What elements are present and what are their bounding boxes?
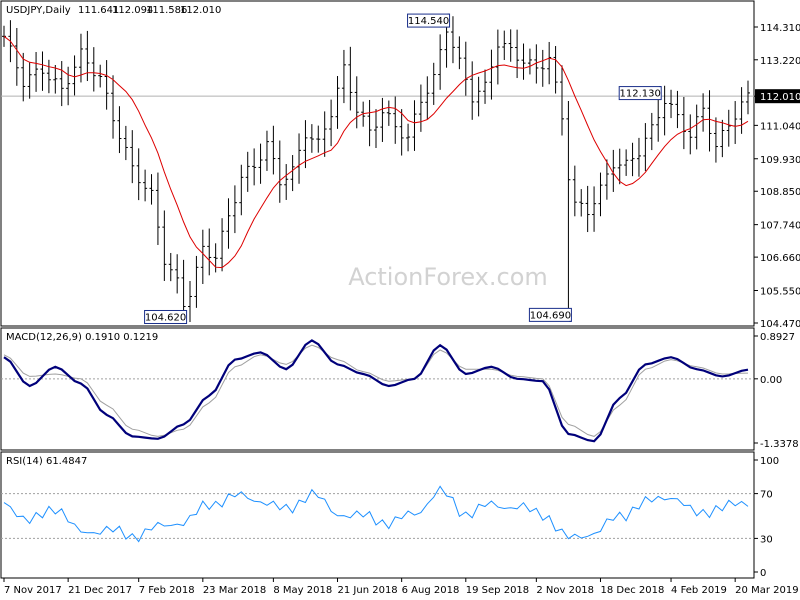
- macd-axis-label: 0.8927: [760, 332, 795, 343]
- chart-title: USDJPY,Daily: [6, 5, 71, 16]
- price-axis-label: 111.040: [760, 121, 800, 132]
- ohlc-low: 111.586: [146, 5, 187, 16]
- ohlc-high: 112.094: [112, 5, 153, 16]
- ohlc-open: 111.641: [78, 5, 119, 16]
- current-price-tag-label: 112.010: [760, 92, 800, 103]
- macd-pane-frame: [0, 327, 755, 451]
- macd-axis-label: -1.3378: [760, 439, 799, 450]
- annotation-box: [528, 307, 572, 322]
- annotation-label: 104.690: [530, 310, 571, 321]
- current-price-tag: [755, 89, 800, 104]
- macd-signal-line: [3, 344, 749, 437]
- macd-pane: MACD(12,26,9) 0.1910 0.1219: [0, 327, 755, 451]
- rsi-y-axis: 100 70 30 0: [754, 456, 779, 579]
- x-axis-label: 7 Nov 2017: [4, 585, 62, 596]
- rsi-title: RSI(14) 61.4847: [6, 456, 87, 467]
- watermark: ActionForex.com: [348, 263, 548, 291]
- price-pane-frame: [0, 0, 755, 327]
- annotation-label: 104.620: [145, 312, 186, 323]
- x-axis-label: 21 Jun 2018: [338, 585, 398, 596]
- annotation-label: 112.130: [620, 89, 661, 100]
- x-axis-label: 2 Nov 2018: [536, 585, 594, 596]
- price-annotations: 114.540 104.620 104.690 112.130: [144, 13, 662, 324]
- x-axis-label: 19 Sep 2018: [466, 585, 529, 596]
- rsi-pane-frame: [0, 451, 755, 579]
- ohlc-close: 112.010: [180, 5, 221, 16]
- rsi-line: [3, 485, 749, 543]
- x-axis-label: 18 Dec 2018: [600, 585, 664, 596]
- price-axis-label: 105.550: [760, 287, 800, 298]
- rsi-axis-label: 30: [760, 534, 773, 545]
- x-axis: 7 Nov 2017 21 Dec 2017 7 Feb 2018 23 Mar 20…: [3, 578, 799, 596]
- annotation-box: [407, 13, 451, 28]
- price-axis-label: 104.470: [760, 319, 800, 330]
- macd-title: MACD(12,26,9) 0.1910 0.1219: [6, 332, 158, 343]
- x-axis-label: 8 May 2018: [273, 585, 332, 596]
- price-pane: ActionForex.com USDJPY,Daily 111.641 112…: [0, 0, 755, 327]
- price-y-axis: 114.310 113.220 112.010 111.040 109.930 108.8…: [754, 23, 800, 330]
- x-axis-label: 6 Aug 2018: [402, 585, 460, 596]
- macd-y-axis: 0.8927 0.00 -1.3378: [754, 332, 799, 450]
- macd-line: [3, 339, 749, 443]
- annotation-label: 114.540: [408, 16, 449, 27]
- annotation-box: [144, 309, 188, 324]
- rsi-axis-label: 70: [760, 490, 773, 501]
- price-axis-label: 114.310: [760, 23, 800, 34]
- x-axis-label: 20 Mar 2019: [735, 585, 798, 596]
- macd-axis-label: 0.00: [760, 375, 782, 386]
- x-axis-label: 7 Feb 2018: [139, 585, 195, 596]
- price-axis-label: 113.220: [760, 56, 800, 67]
- price-axis-label: 108.850: [760, 187, 800, 198]
- x-axis-label: 21 Dec 2017: [68, 585, 132, 596]
- rsi-pane: RSI(14) 61.4847: [0, 451, 755, 579]
- rsi-axis-label: 100: [760, 456, 779, 467]
- rsi-axis-label: 0: [760, 568, 766, 579]
- moving-average-line: [3, 35, 749, 269]
- x-axis-label: 4 Feb 2019: [671, 585, 727, 596]
- price-bars: [2, 16, 750, 323]
- price-axis-label: 106.660: [760, 253, 800, 264]
- price-axis-label: 109.930: [760, 155, 800, 166]
- annotation-box: [618, 86, 662, 101]
- x-axis-label: 23 Mar 2018: [203, 585, 266, 596]
- price-axis-label: 107.740: [760, 221, 800, 232]
